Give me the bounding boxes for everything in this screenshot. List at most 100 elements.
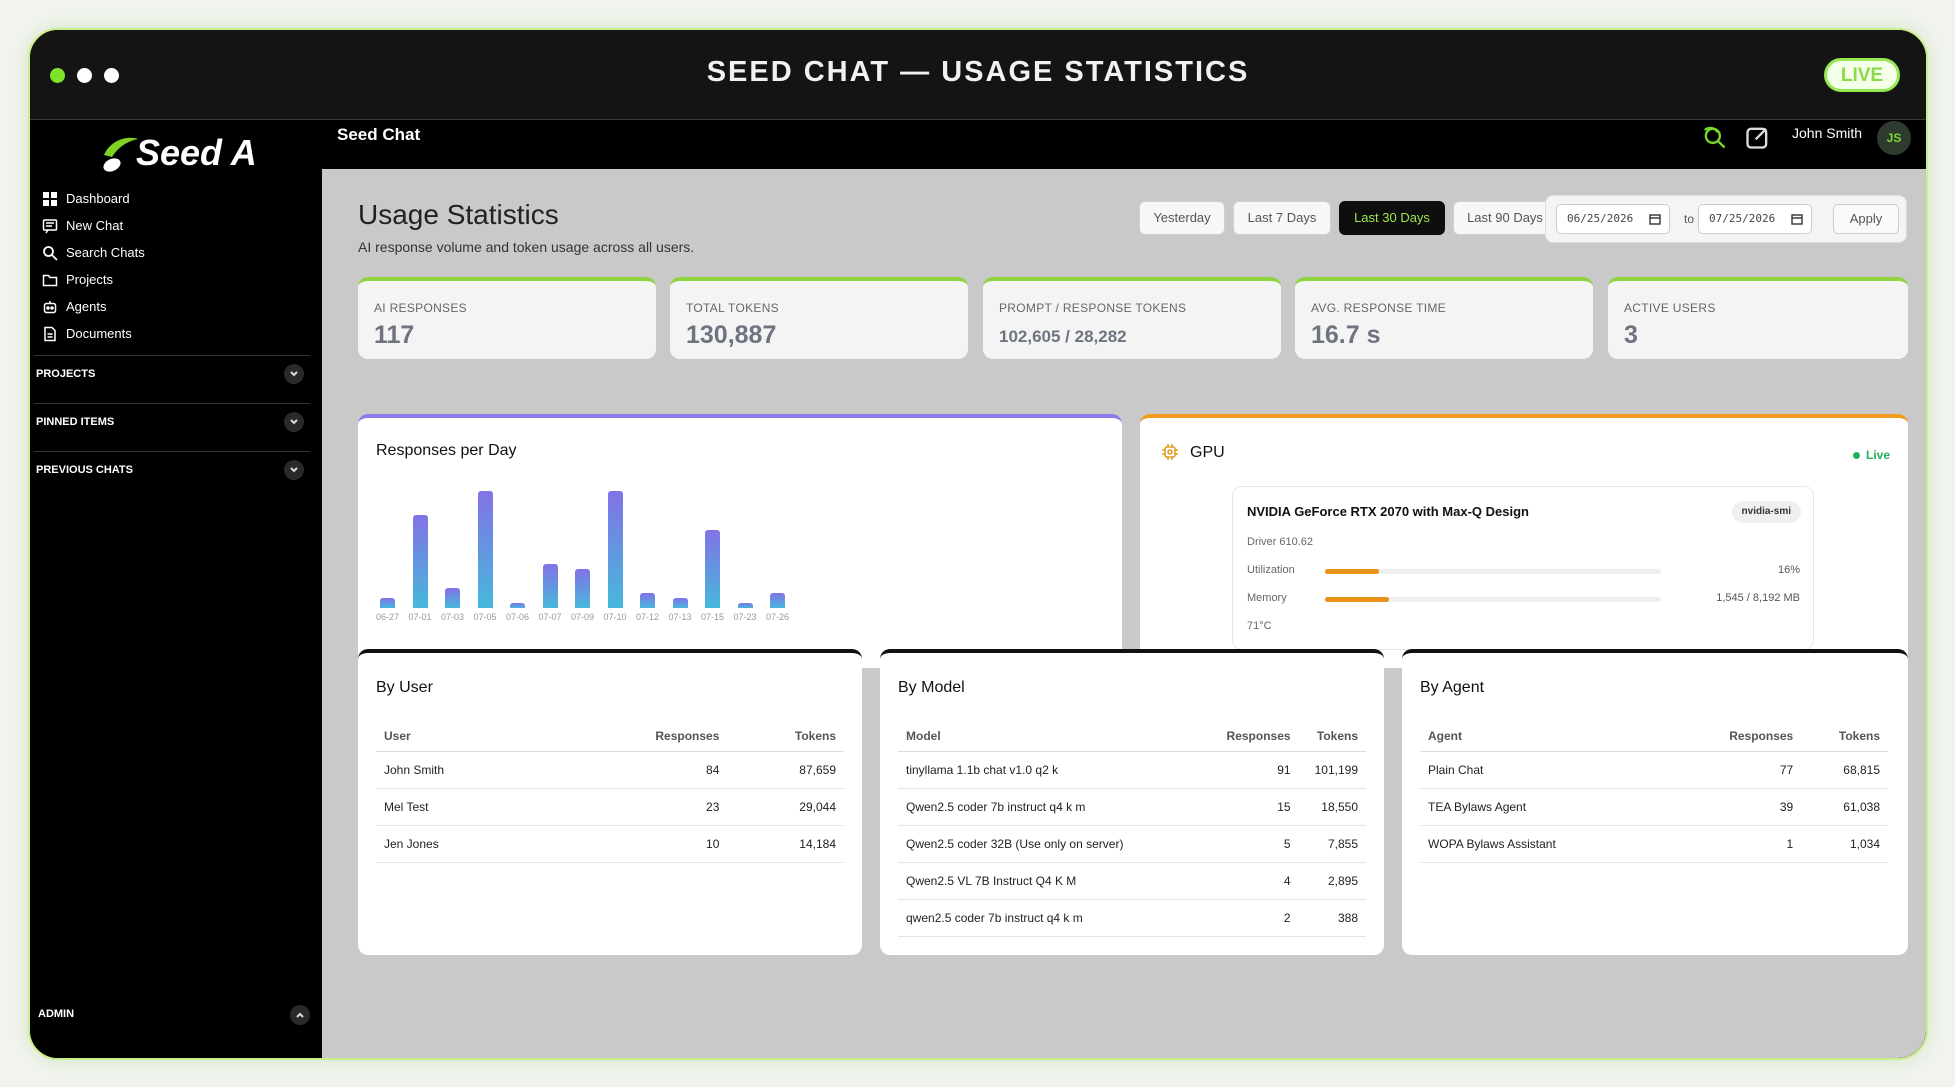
table-cell: 101,199	[1298, 751, 1366, 789]
gpu-utilization-fill	[1325, 569, 1379, 574]
range-90-days-button[interactable]: Last 90 Days	[1453, 201, 1557, 235]
gpu-live-indicator: Live	[1852, 448, 1890, 462]
folder-icon	[42, 274, 58, 286]
sidebar-item-label: Agents	[66, 299, 107, 314]
table-row: WOPA Bylaws Assistant 1 1,034	[1420, 825, 1888, 863]
table-cell: 5	[1204, 825, 1299, 863]
calendar-icon[interactable]	[1649, 213, 1661, 225]
search-icon	[43, 245, 58, 261]
gpu-memory-fill	[1325, 597, 1389, 602]
sidebar-item-documents[interactable]: Documents	[42, 320, 145, 347]
column-header[interactable]: User	[376, 721, 557, 752]
avatar[interactable]: JS	[1877, 121, 1911, 155]
table-row: Mel Test 23 29,044	[376, 788, 844, 826]
sidebar-section-projects[interactable]: PROJECTS	[34, 355, 310, 393]
stat-label: PROMPT / RESPONSE TOKENS	[999, 301, 1187, 315]
by-agent-table: Agent Responses Tokens Plain Chat 77 68,815 TE…	[1420, 721, 1888, 863]
sidebar-item-search-chats[interactable]: Search Chats	[42, 239, 145, 266]
app-top-bar: Seed Chat John Smith JS	[30, 121, 1926, 169]
gpu-live-label: Live	[1865, 448, 1890, 462]
by-agent-title: By Agent	[1420, 679, 1485, 696]
sidebar-admin[interactable]: ADMIN	[36, 1001, 310, 1031]
gpu-driver: Driver 610.62	[1247, 536, 1314, 548]
table-cell: 18,550	[1298, 788, 1366, 826]
sidebar-nav: Dashboard New Chat Search Chats Projects…	[42, 185, 145, 347]
sidebar-item-dashboard[interactable]: Dashboard	[42, 185, 145, 212]
chart-bar[interactable]	[705, 529, 720, 608]
sidebar-item-new-chat[interactable]: New Chat	[42, 212, 145, 239]
new-chat-icon	[42, 218, 58, 233]
chart-bar[interactable]	[477, 490, 493, 608]
chart-bar[interactable]	[640, 593, 655, 608]
stat-value: 117	[374, 321, 415, 349]
date-from-value: 06/25/2026	[1567, 212, 1634, 225]
table-cell: John Smith	[376, 751, 557, 789]
gpu-utilization-bar	[1325, 569, 1661, 574]
column-header[interactable]: Tokens	[1298, 721, 1366, 752]
table-row: tinyllama 1.1b chat v1.0 q2 k 91 101,199	[898, 751, 1366, 789]
range-7-days-button[interactable]: Last 7 Days	[1233, 201, 1331, 235]
admin-label: ADMIN	[38, 1008, 75, 1020]
gpu-name: NVIDIA GeForce RTX 2070 with Max-Q Desig…	[1247, 504, 1529, 519]
table-cell: qwen2.5 coder 7b instruct q4 k m	[898, 899, 1205, 937]
chevron-down-icon[interactable]	[284, 364, 304, 384]
apply-button[interactable]: Apply	[1833, 204, 1899, 234]
column-header[interactable]: Tokens	[1801, 721, 1888, 752]
sidebar-section-pinned[interactable]: PINNED ITEMS	[34, 403, 310, 441]
by-model-title: By Model	[898, 679, 965, 696]
window-dot[interactable]	[77, 68, 92, 83]
window-dot[interactable]	[104, 68, 119, 83]
table-cell: 388	[1298, 899, 1366, 937]
date-to-input[interactable]: 07/25/2026	[1698, 204, 1812, 234]
sidebar-item-projects[interactable]: Projects	[42, 266, 145, 293]
by-user-card: By User User Responses Tokens John Smith 84 8…	[358, 649, 862, 955]
range-yesterday-button[interactable]: Yesterday	[1139, 201, 1225, 235]
table-cell: 68,815	[1801, 751, 1888, 789]
sidebar-item-label: Dashboard	[66, 191, 130, 206]
chart-bar[interactable]	[412, 515, 428, 608]
table-cell: 1,034	[1801, 825, 1888, 863]
table-cell: Mel Test	[376, 788, 557, 826]
table-cell: TEA Bylaws Agent	[1420, 788, 1675, 826]
column-header[interactable]: Agent	[1420, 721, 1675, 752]
chart-bar[interactable]	[445, 588, 460, 608]
column-header[interactable]: Responses	[556, 721, 728, 752]
chevron-down-icon[interactable]	[284, 412, 304, 432]
window-frame: SEED CHAT — USAGE STATISTICS LIVE Seed C…	[28, 28, 1928, 1060]
chart-bar[interactable]	[380, 598, 395, 608]
column-header[interactable]: Responses	[1204, 721, 1299, 752]
chart-x-tick-label: 07-09	[570, 612, 595, 622]
table-cell: WOPA Bylaws Assistant	[1420, 825, 1675, 863]
chart-x-tick-label: 07-07	[538, 612, 562, 622]
column-header[interactable]: Model	[898, 721, 1205, 752]
leaf-search-icon[interactable]	[1700, 123, 1728, 151]
sidebar-section-previous-chats[interactable]: PREVIOUS CHATS	[34, 451, 310, 489]
user-name[interactable]: John Smith	[1792, 125, 1863, 141]
chart-x-tick-label: 07-05	[473, 612, 497, 622]
stat-value: 130,887	[686, 321, 777, 349]
table-header-row: User Responses Tokens	[376, 721, 844, 752]
chart-bar[interactable]	[737, 603, 753, 608]
date-from-input[interactable]: 06/25/2026	[1556, 204, 1670, 234]
by-model-table: Model Responses Tokens tinyllama 1.1b chat …	[898, 721, 1366, 937]
chart-bar[interactable]	[575, 568, 590, 608]
chevron-up-icon[interactable]	[290, 1005, 310, 1025]
sidebar-item-agents[interactable]: Agents	[42, 293, 145, 320]
page-subtitle: AI response volume and token usage acros…	[358, 239, 695, 255]
range-30-days-button[interactable]: Last 30 Days	[1339, 201, 1445, 235]
chart-bar[interactable]	[770, 593, 785, 608]
sidebar-item-label: Projects	[66, 272, 113, 287]
chart-bar[interactable]	[510, 603, 525, 608]
stat-avg-response-time: AVG. RESPONSE TIME 16.7 s	[1295, 277, 1593, 359]
by-model-card: By Model Model Responses Tokens tinyllama 1…	[880, 649, 1384, 955]
column-header[interactable]: Responses	[1674, 721, 1802, 752]
chart-x-tick-label: 07-03	[440, 612, 465, 622]
chevron-down-icon[interactable]	[284, 460, 304, 480]
window-dot-green[interactable]	[50, 68, 65, 83]
calendar-icon[interactable]	[1791, 213, 1803, 225]
chart-bar[interactable]	[542, 564, 558, 608]
new-chat-edit-icon[interactable]	[1744, 123, 1772, 151]
chart-bar[interactable]	[607, 490, 623, 608]
chart-bar[interactable]	[672, 598, 688, 608]
column-header[interactable]: Tokens	[727, 721, 844, 752]
